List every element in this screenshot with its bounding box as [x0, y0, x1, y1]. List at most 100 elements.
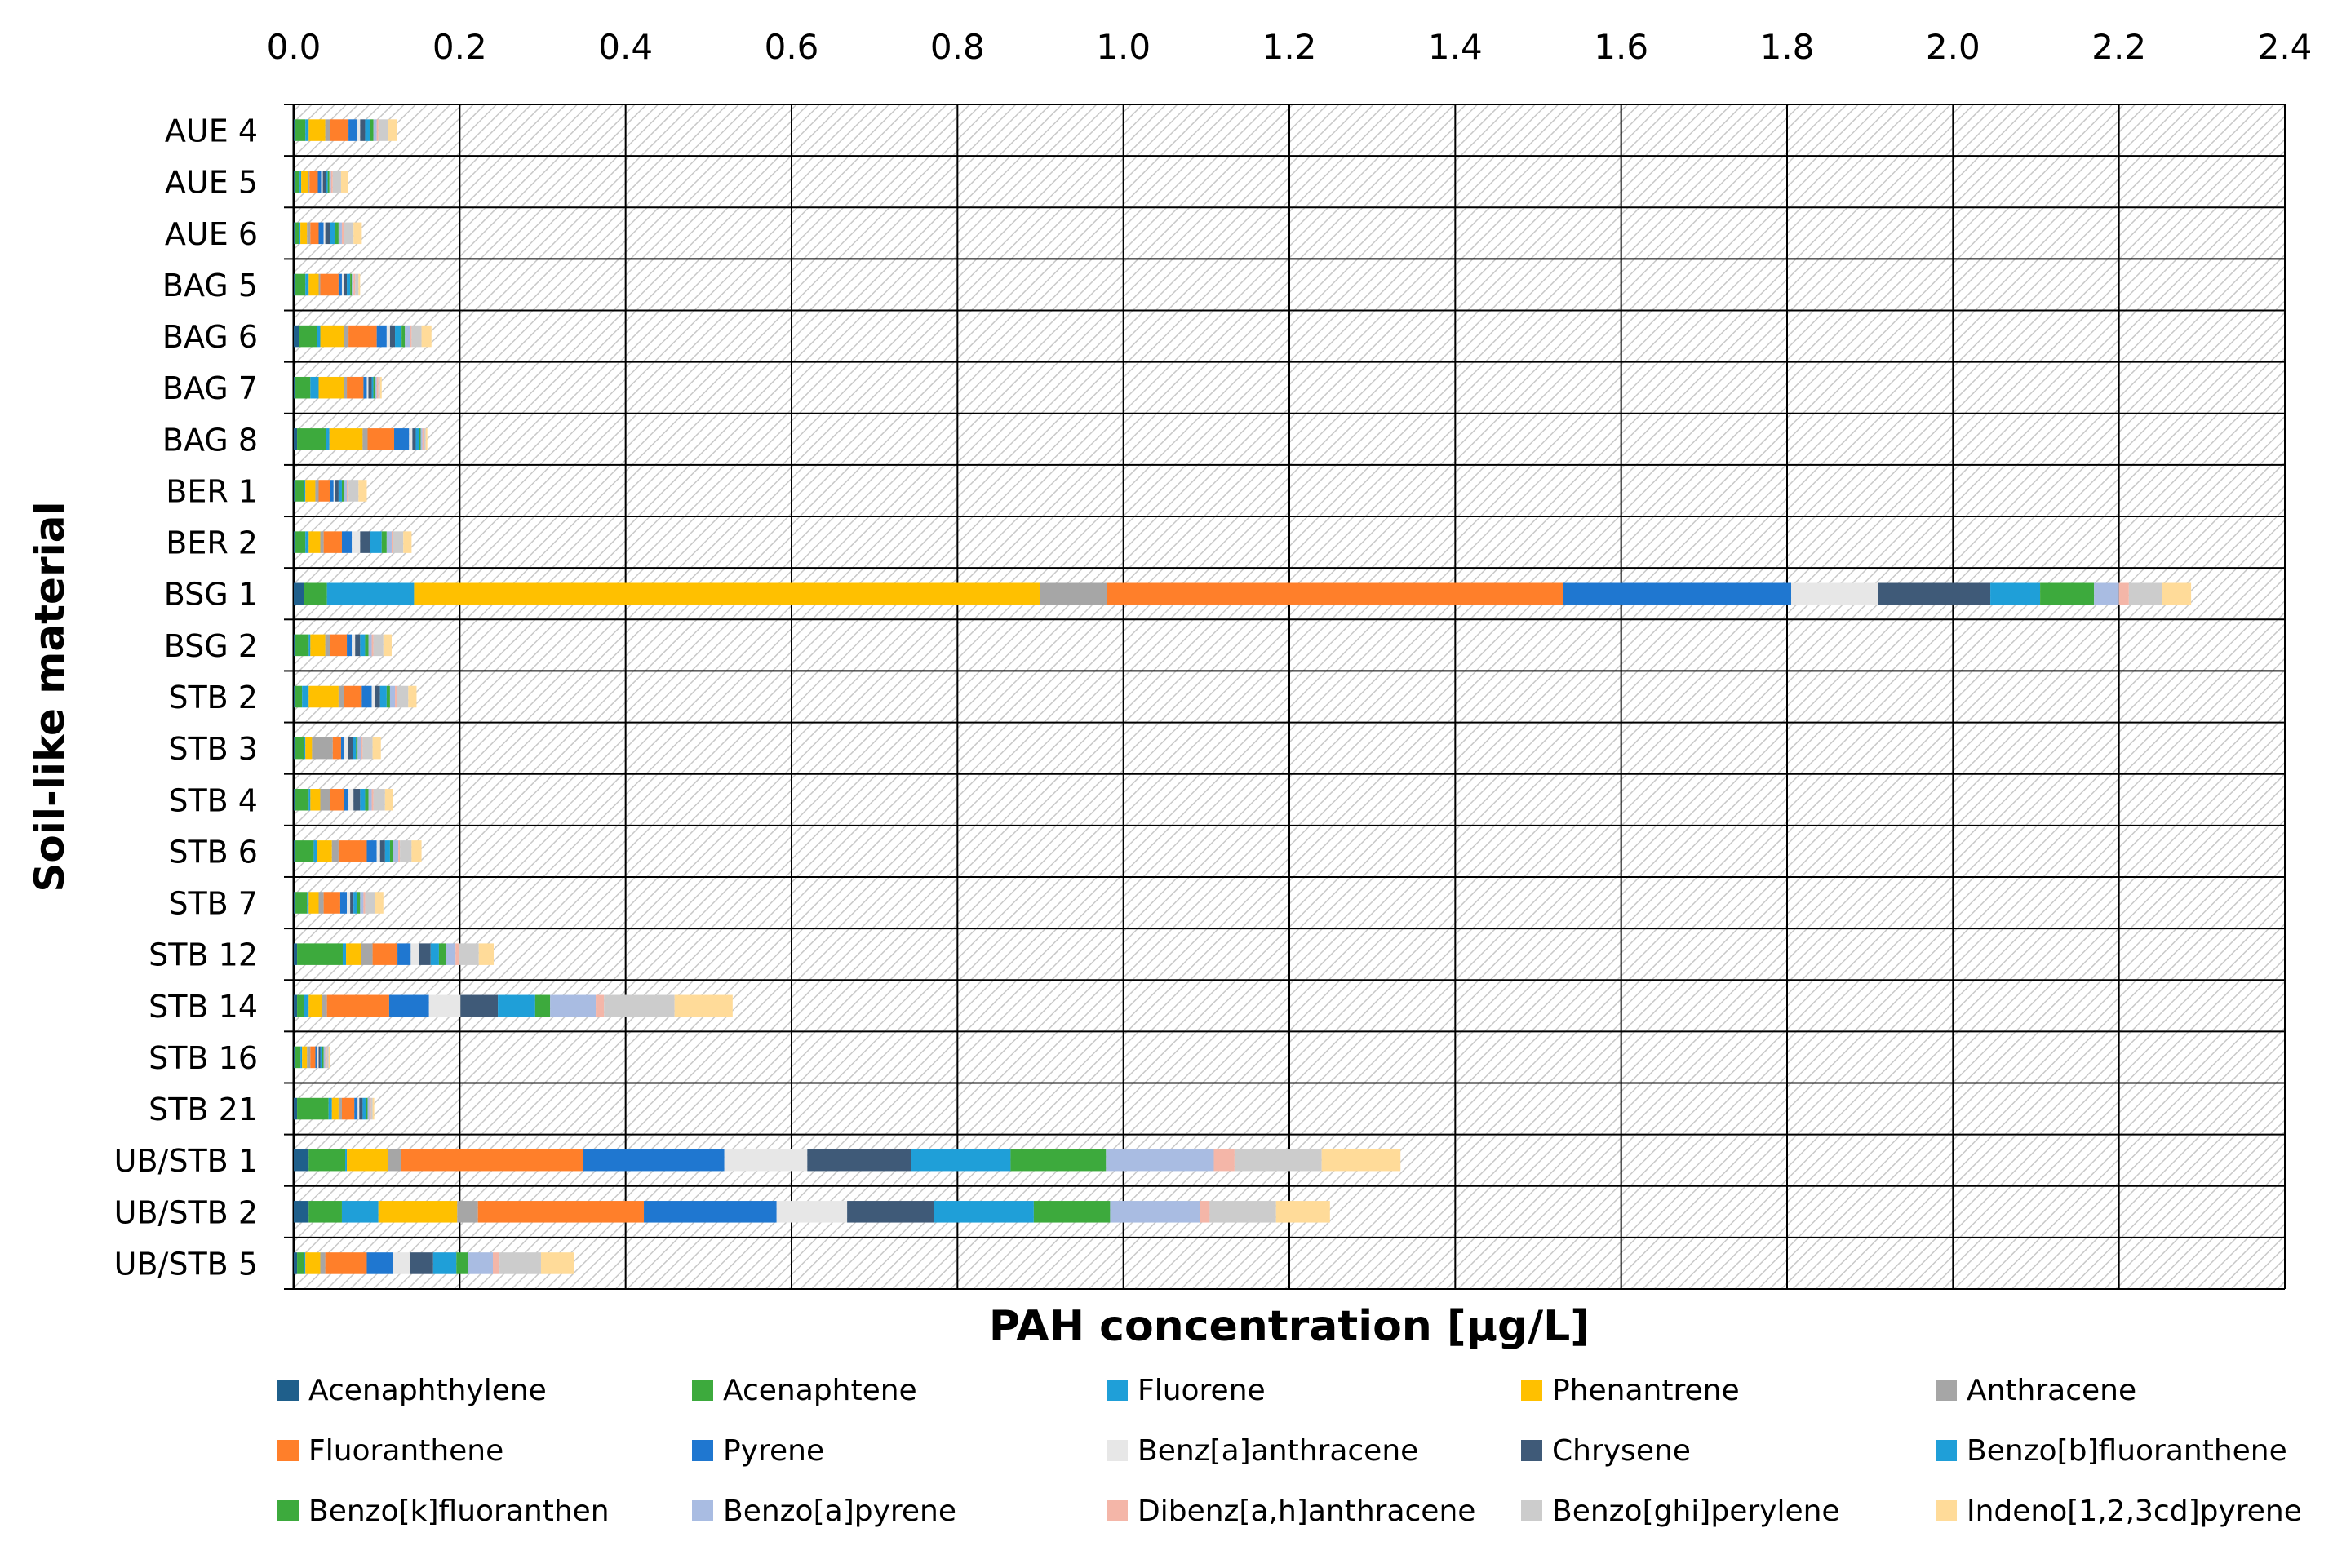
y-tick-label: BAG 5 [162, 268, 258, 303]
bar-segment [2118, 582, 2129, 605]
y-tick-label: UB/STB 5 [114, 1246, 258, 1282]
legend-label: Acenaphtene [723, 1374, 917, 1407]
bar-segment [317, 1046, 319, 1069]
x-tick-label: 0.4 [598, 27, 653, 67]
bar-segment [1234, 1149, 1322, 1172]
y-tick-label: BSG 1 [164, 577, 258, 613]
bar-segment [304, 582, 327, 605]
bar-segment [347, 634, 353, 657]
bar-segment [320, 325, 344, 348]
bar-segment [412, 428, 416, 450]
x-tick-labels: 0.0 0.2 0.4 0.6 0.8 1.0 1.2 1.4 1.6 1.8 2.0 2.2 2.4 [267, 27, 2313, 67]
bar-segment [305, 480, 316, 502]
bar-segment [315, 480, 319, 502]
bar-segment [295, 480, 304, 502]
legend-item: Phenantrene [1521, 1374, 1740, 1407]
legend-item: Acenaphtene [692, 1374, 917, 1407]
bar-segment [320, 789, 330, 811]
y-tick-label: STB 16 [149, 1040, 258, 1076]
bar-segment [379, 376, 382, 399]
bar-segment [330, 789, 344, 811]
bar-segment [376, 119, 379, 141]
bar-segment [305, 1252, 321, 1274]
bar-segment [344, 480, 348, 502]
bar-segment [362, 737, 373, 760]
legend-label: Benzo[ghi]perylene [1552, 1495, 1840, 1528]
bar-segment [1321, 1149, 1401, 1172]
bar-segment [368, 634, 372, 657]
bar-segment [401, 325, 406, 348]
legend-item: Benzo[k]fluoranthen [277, 1495, 610, 1528]
x-tick-label: 0.8 [930, 27, 985, 67]
y-tick-label: STB 21 [149, 1092, 258, 1127]
bar-segment [295, 531, 306, 553]
y-tick-label: BER 1 [166, 473, 258, 509]
bar-segment [371, 685, 375, 708]
legend-item: Anthracene [1936, 1374, 2136, 1407]
bar-segment [847, 1201, 934, 1223]
y-tick-label: BAG 6 [162, 319, 258, 355]
bar-segment [338, 840, 367, 862]
bar-segment [366, 1097, 368, 1120]
bar-segment [294, 892, 296, 914]
bar-segment [329, 428, 363, 450]
bar-segment [360, 634, 366, 657]
bar-segment [414, 582, 1041, 605]
bar-segment [425, 428, 428, 450]
legend-label: Chrysene [1552, 1434, 1691, 1468]
legend-swatch [692, 1440, 713, 1461]
bar-segment [379, 685, 387, 708]
bar-segment [2128, 582, 2162, 605]
bar-segment [348, 119, 357, 141]
bar-segment [339, 892, 348, 914]
bar-segment [361, 737, 363, 760]
bar-segment [294, 376, 296, 399]
bar-segment [352, 531, 361, 553]
bar-segment [307, 1046, 311, 1069]
y-tick-label: STB 4 [168, 782, 258, 818]
x-tick-label: 2.4 [2258, 27, 2313, 67]
bar-segment [373, 376, 375, 399]
bar-segment [341, 222, 344, 245]
bar-segment [367, 428, 395, 450]
y-tick-label: AUE 4 [165, 113, 258, 149]
bar-segment [348, 789, 354, 811]
bar-segment [373, 634, 384, 657]
bar-segment [295, 222, 299, 245]
bar-segment [360, 119, 366, 141]
bar-segment [322, 1046, 324, 1069]
legend-label: Dibenz[a,h]anthracene [1138, 1495, 1475, 1528]
bar-segment [446, 943, 456, 965]
bar-segment [344, 325, 349, 348]
bar-segment [376, 840, 380, 862]
bar-segment [776, 1201, 848, 1223]
bar-segment [550, 994, 597, 1017]
bar-segment [371, 789, 374, 811]
bar-segment [395, 325, 402, 348]
bar-segment [299, 222, 301, 245]
bar-segment [384, 789, 393, 811]
bar-segment [415, 428, 419, 450]
legend-label: Pyrene [723, 1434, 824, 1468]
bar-segment [2094, 582, 2119, 605]
bar-segment [315, 1046, 317, 1069]
bar-segment [934, 1201, 1034, 1223]
bar-segment [295, 892, 308, 914]
y-tick-label: STB 12 [149, 937, 258, 973]
x-tick-label: 0.0 [267, 27, 322, 67]
bar-segment [540, 1252, 574, 1274]
bar-segment [596, 994, 605, 1017]
bar-segment [419, 943, 431, 965]
bar-segment [1213, 1149, 1235, 1172]
legend-label: Fluoranthene [308, 1434, 503, 1468]
bar-segment [326, 428, 330, 450]
bar-segment [295, 634, 309, 657]
bar-segment [305, 119, 309, 141]
y-tick-label: UB/STB 2 [114, 1194, 258, 1230]
bar-segment [360, 892, 364, 914]
bar-segment [644, 1201, 777, 1223]
legend-label: Indeno[1,2,3cd]pyrene [1967, 1495, 2302, 1528]
bar-segment [347, 273, 351, 296]
bar-segment [376, 376, 379, 399]
